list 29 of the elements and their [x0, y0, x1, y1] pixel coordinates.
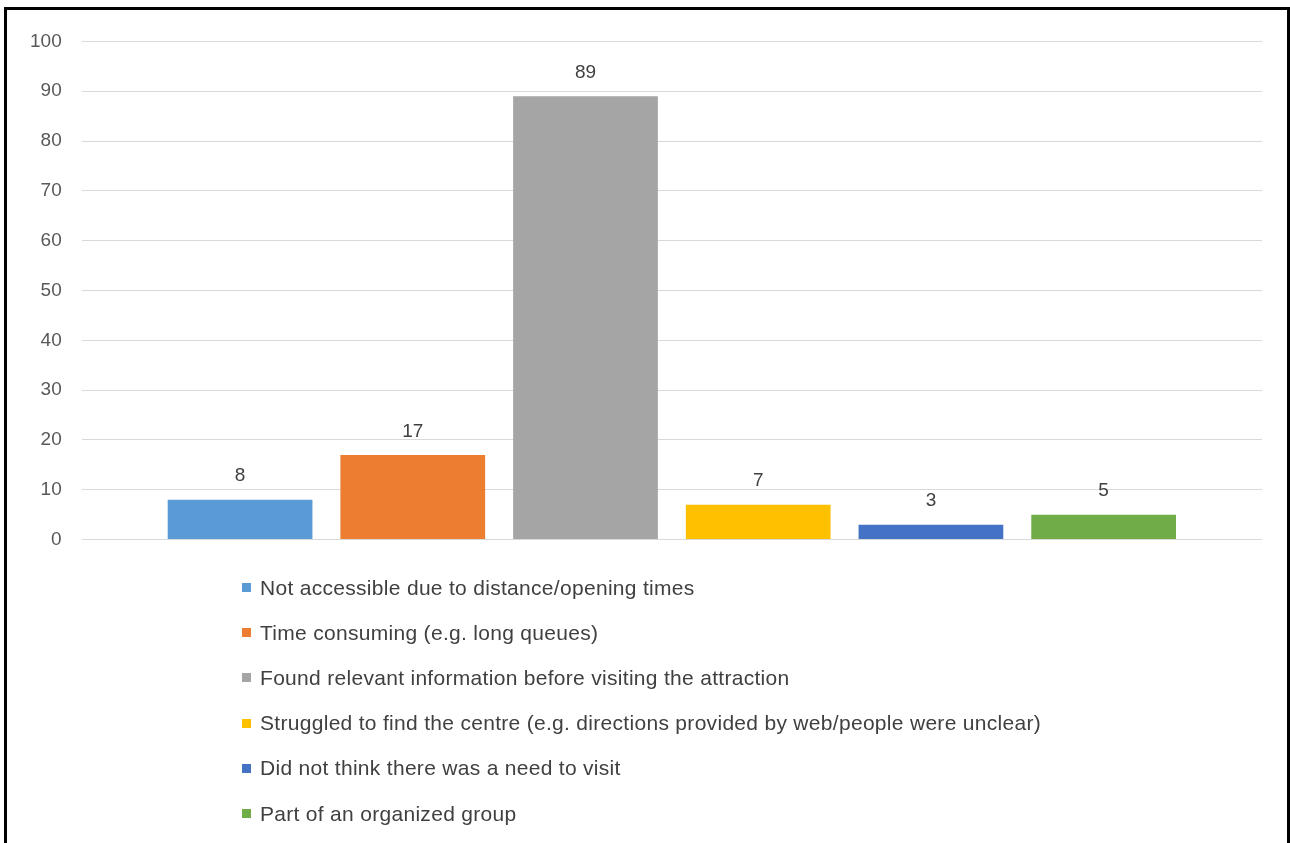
bar	[685, 504, 831, 540]
data-label: 5	[1098, 479, 1109, 501]
legend-label: Did not think there was a need to visit	[260, 756, 621, 781]
y-tick-label: 60	[40, 228, 62, 250]
bar	[1031, 514, 1177, 540]
bar	[858, 524, 1004, 540]
legend-label: Found relevant information before visiting the attraction	[260, 665, 790, 690]
y-tick-label: 40	[40, 328, 62, 350]
data-label: 8	[234, 464, 246, 486]
legend-label: Part of an organized group	[260, 801, 517, 826]
y-tick-label: 30	[40, 378, 62, 400]
y-tick-label: 50	[40, 278, 62, 300]
bar	[340, 454, 486, 540]
y-tick-label: 10	[40, 478, 62, 500]
y-tick-label: 100	[30, 29, 62, 51]
y-tick-label: 20	[40, 428, 62, 450]
bar	[167, 499, 313, 540]
bar	[513, 96, 658, 540]
legend-label: Time consuming (e.g. long queues)	[260, 620, 599, 645]
y-tick-label: 0	[51, 527, 62, 549]
legend-label: Struggled to find the centre (e.g. directions provided by web/people were unclear)	[260, 711, 1042, 736]
y-tick-label: 80	[40, 129, 62, 151]
legend-label: Not accessible due to distance/opening times	[260, 575, 695, 600]
data-label: 3	[925, 489, 937, 511]
y-tick-label: 90	[40, 79, 62, 101]
data-label: 17	[402, 419, 424, 441]
data-label: 7	[752, 469, 764, 491]
y-tick-label: 70	[40, 179, 62, 201]
data-label: 89	[574, 60, 597, 82]
